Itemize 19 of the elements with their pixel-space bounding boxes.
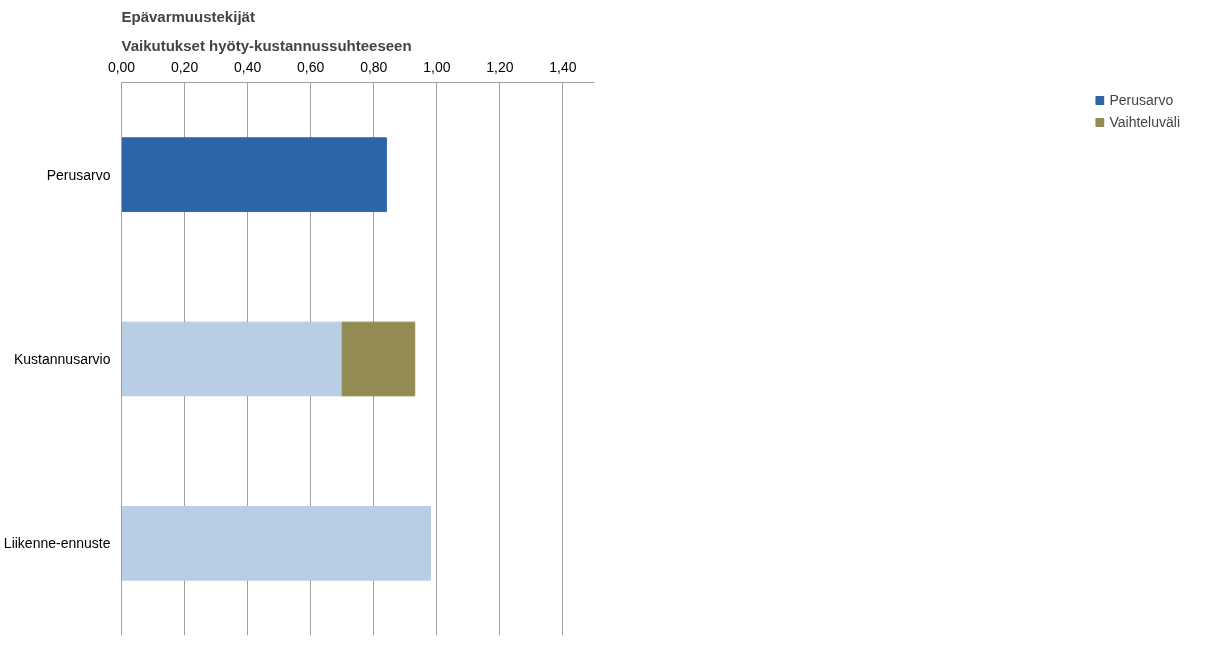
x-tick-label: 1,40 — [549, 58, 577, 75]
x-tick-label: 1,00 — [423, 58, 451, 75]
chart-subtitle: Vaikutukset hyöty-kustannussuhteeseen — [121, 36, 412, 54]
legend-label: Perusarvo — [1109, 92, 1174, 108]
x-tick-label: 0,40 — [234, 58, 262, 75]
bar — [121, 505, 432, 581]
bar — [121, 321, 343, 397]
legend-label: Vaihteluväli — [1109, 114, 1180, 130]
y-tick-label: Perusarvo — [46, 166, 111, 183]
y-tick-label: Kustannusarvio — [14, 351, 111, 367]
bar — [121, 137, 387, 213]
x-tick-label: 0,60 — [297, 58, 325, 75]
x-tick-label: 0,80 — [360, 58, 388, 75]
chart-title: Epävarmuustekijät — [121, 7, 255, 25]
y-tick-label: Liikenne-ennuste — [3, 535, 111, 552]
x-tick-label: 1,20 — [486, 58, 514, 75]
x-tick-label: 0,20 — [170, 58, 199, 75]
x-tick-label: 0,00 — [107, 58, 136, 75]
bar — [341, 321, 416, 397]
